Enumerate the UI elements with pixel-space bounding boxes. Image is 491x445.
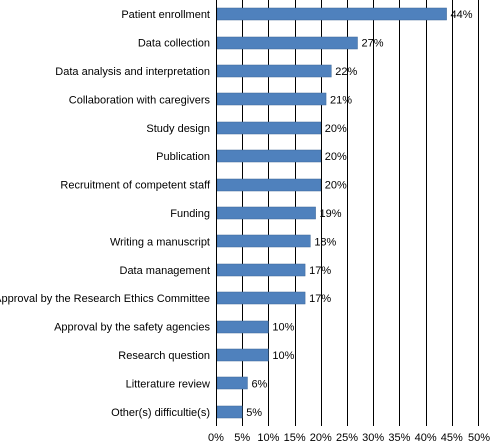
bar [216,121,322,135]
x-tick-label: 10% [257,432,279,444]
x-tick-label: 40% [415,432,437,444]
x-tick-label: 35% [388,432,410,444]
data-label: 10% [272,350,294,362]
category-label: Publication [156,151,210,163]
bar [216,36,358,50]
category-labels: Patient enrollment Data collection Data an… [0,9,211,419]
data-label: 10% [272,322,294,334]
category-label: Approval by the Research Ethics Committe… [0,293,210,305]
value-labels: 44% 27% 22% 21% 20% 20% 20% 19% 18% 17% 17% 10% 10% 6… [246,9,473,419]
x-tick-label: 25% [336,432,358,444]
bars [216,7,447,419]
data-label: 20% [325,123,347,135]
data-label: 17% [309,265,331,277]
bar [216,348,269,362]
bar [216,291,306,305]
x-tick-label: 50% [468,432,490,444]
category-label: Recruitment of competent staff [60,180,211,192]
category-label: Patient enrollment [121,9,210,21]
data-label: 5% [246,407,262,419]
data-label: 17% [309,293,331,305]
category-label: Study design [146,123,210,135]
bar [216,149,322,163]
category-label: Data collection [138,38,210,50]
x-axis-tick-labels: 0% 5% 10% 15% 20% 25% 30% 35% 40% 45% 50% [208,432,490,444]
data-label: 22% [335,66,357,78]
bar [216,64,332,78]
bar [216,263,306,277]
data-label: 19% [320,208,342,220]
x-tick-label: 45% [441,432,463,444]
x-tick-label: 0% [208,432,224,444]
category-label: Data management [120,265,211,277]
data-label: 6% [251,378,267,390]
category-label: Litterature review [126,378,210,390]
data-label: 20% [325,180,347,192]
bar [216,405,243,419]
category-label: Writing a manuscript [110,236,210,248]
x-tick-label: 30% [362,432,384,444]
bar [216,376,248,390]
category-label: Data analysis and interpretation [55,66,210,78]
bar [216,206,316,220]
bar [216,234,311,248]
bar [216,320,269,334]
category-label: Research question [118,350,210,362]
category-label: Funding [170,208,210,220]
data-label: 44% [451,9,473,21]
bar [216,7,447,21]
x-tick-label: 15% [284,432,306,444]
category-label: Collaboration with caregivers [69,94,211,106]
x-tick-label: 5% [234,432,250,444]
category-label: Approval by the safety agencies [54,322,210,334]
data-label: 18% [314,236,336,248]
category-label: Other(s) difficultie(s) [111,407,210,419]
data-label: 27% [361,38,383,50]
bar [216,178,322,192]
data-label: 20% [325,151,347,163]
bar [216,92,327,106]
data-label: 21% [330,94,352,106]
x-tick-label: 20% [310,432,332,444]
